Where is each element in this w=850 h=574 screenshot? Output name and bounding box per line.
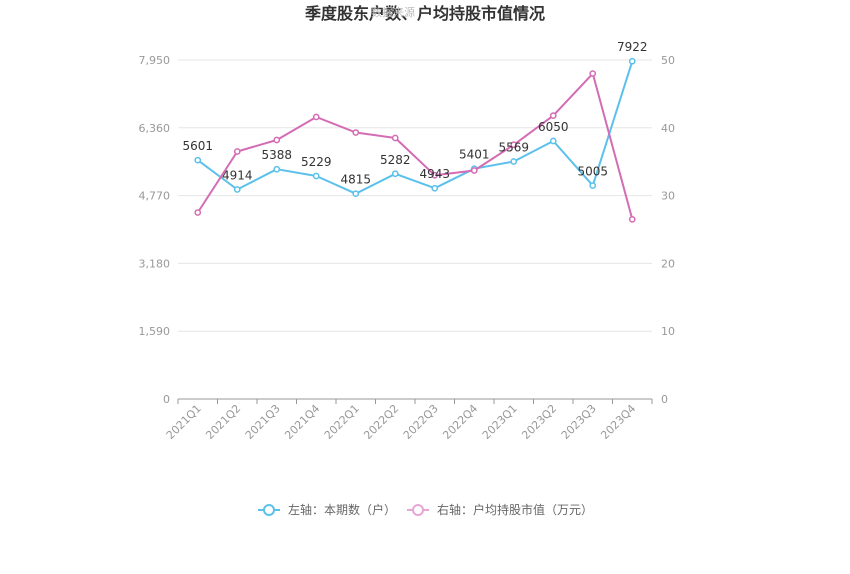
x-axis-tick-label: 2022Q4 <box>440 402 480 442</box>
data-point[interactable] <box>273 165 281 173</box>
series-left <box>194 57 636 198</box>
data-point[interactable] <box>470 167 478 174</box>
x-axis-tick-label: 2023Q2 <box>519 402 559 442</box>
legend: 左轴：本期数（户） 右轴：户均持股市值（万元） <box>258 502 593 517</box>
right-axis-tick: 10 <box>661 325 675 338</box>
left-axis-tick: 1,590 <box>139 325 171 338</box>
legend-label: 右轴：户均持股市值（万元） <box>437 502 593 517</box>
legend-marker <box>263 504 275 516</box>
data-point[interactable] <box>194 209 202 216</box>
data-point[interactable] <box>549 137 557 145</box>
data-label: 5401 <box>459 148 490 162</box>
data-point[interactable] <box>510 141 518 149</box>
right-axis-tick: 0 <box>661 393 668 406</box>
legend-marker <box>412 504 424 516</box>
x-axis-tick-label: 2023Q3 <box>559 402 599 442</box>
right-axis-tick: 20 <box>661 257 675 270</box>
series-line <box>196 72 634 220</box>
data-label: 5005 <box>577 165 608 179</box>
data-point[interactable] <box>312 172 320 180</box>
series-right <box>194 70 636 223</box>
x-axis-tick-label: 2022Q1 <box>322 402 362 442</box>
data-point[interactable] <box>312 113 320 121</box>
data-point[interactable] <box>510 158 518 165</box>
data-label: 4943 <box>419 167 450 181</box>
data-label: 5601 <box>182 139 213 153</box>
legend-item-left[interactable]: 左轴：本期数（户） <box>258 502 396 517</box>
left-axis-tick: 4,770 <box>139 190 171 203</box>
data-point[interactable] <box>628 57 636 65</box>
chart-title: 季度股东户数、户均持股市值情况 <box>304 4 545 23</box>
data-point[interactable] <box>233 186 241 193</box>
data-label: 5388 <box>261 148 292 162</box>
data-label: 5569 <box>498 141 529 155</box>
series-layer <box>194 57 636 223</box>
data-point[interactable] <box>233 148 241 155</box>
axes: 0 0 1,590 10 3,180 20 4,770 30 6,360 40 7,950 50 202… <box>139 54 676 442</box>
data-point[interactable] <box>549 112 557 119</box>
legend-label: 左轴：本期数（户） <box>288 502 396 517</box>
x-axis-tick-label: 2023Q4 <box>598 402 638 442</box>
series-line <box>197 60 634 195</box>
data-label: 4914 <box>222 168 253 182</box>
data-labels: 5601 4914 5388 5229 4815 5282 4943 5401 5569 6050… <box>182 40 647 186</box>
data-label: 7922 <box>617 40 648 54</box>
data-point[interactable] <box>589 70 597 77</box>
x-axis-tick-label: 2021Q4 <box>282 402 322 442</box>
data-label: 5229 <box>301 155 332 169</box>
x-axis-tick-label: 2022Q2 <box>361 402 401 442</box>
data-label: 5282 <box>380 153 411 167</box>
x-axis-tick-label: 2023Q1 <box>480 402 520 442</box>
right-axis-tick: 50 <box>661 54 675 67</box>
x-axis-tick-label: 2022Q3 <box>401 402 441 442</box>
left-axis-tick: 3,180 <box>139 257 171 270</box>
grid <box>178 59 652 332</box>
left-axis-tick: 6,360 <box>139 122 171 135</box>
x-axis-tick-label: 2021Q3 <box>243 402 283 442</box>
data-point[interactable] <box>431 171 439 179</box>
data-point[interactable] <box>273 136 281 144</box>
watermark: 数据来源 <box>371 5 415 19</box>
data-label: 4815 <box>340 173 371 187</box>
left-axis-tick: 0 <box>163 393 170 406</box>
right-axis-tick: 40 <box>661 122 675 135</box>
data-point[interactable] <box>431 184 439 192</box>
right-axis-tick: 30 <box>661 190 675 203</box>
left-axis-tick: 7,950 <box>139 54 171 67</box>
data-point[interactable] <box>589 182 597 189</box>
data-point[interactable] <box>391 134 399 142</box>
legend-item-right[interactable]: 右轴：户均持股市值（万元） <box>407 502 593 517</box>
data-point[interactable] <box>194 156 202 164</box>
data-point[interactable] <box>352 190 360 198</box>
data-label: 6050 <box>538 120 569 134</box>
x-axis-tick-label: 2021Q2 <box>203 402 243 442</box>
data-point[interactable] <box>628 215 636 223</box>
x-axis-tick-label: 2021Q1 <box>164 402 204 442</box>
data-point[interactable] <box>391 170 399 178</box>
data-point[interactable] <box>352 129 360 136</box>
